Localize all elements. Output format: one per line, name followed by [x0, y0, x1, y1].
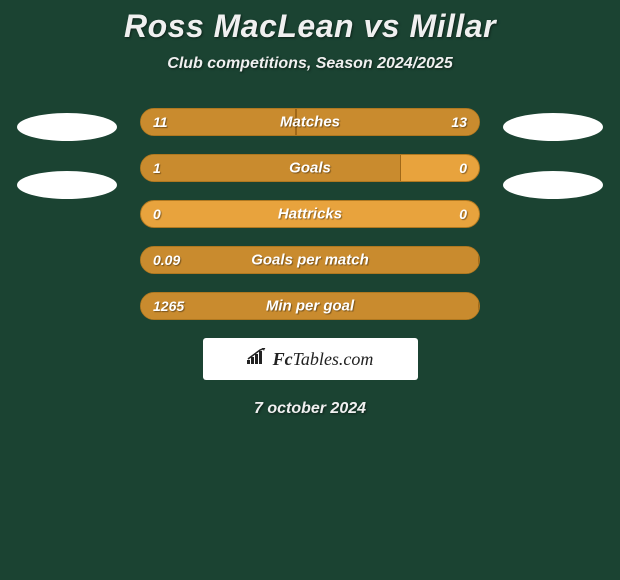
stat-bar: 1 Goals 0 [140, 154, 480, 182]
stat-value-right: 13 [451, 114, 467, 130]
stat-label: Goals per match [251, 252, 369, 269]
comparison-widget: Ross MacLean vs Millar Club competitions… [0, 0, 620, 418]
stat-label: Matches [280, 114, 340, 131]
stat-value-right: 0 [459, 160, 467, 176]
subtitle: Club competitions, Season 2024/2025 [0, 55, 620, 73]
logo-text-light: Tables.com [293, 349, 374, 369]
stat-value-left: 0.09 [153, 252, 180, 268]
stat-value-left: 1 [153, 160, 161, 176]
page-title: Ross MacLean vs Millar [0, 8, 620, 45]
stat-value-left: 0 [153, 206, 161, 222]
stat-bar: 0 Hattricks 0 [140, 200, 480, 228]
avatar-player1 [17, 113, 117, 141]
logo-text: FcTables.com [273, 349, 374, 370]
avatar-team2 [503, 171, 603, 199]
left-avatars [12, 108, 122, 199]
stat-bar: 0.09 Goals per match [140, 246, 480, 274]
stat-label: Min per goal [266, 298, 354, 315]
stat-label: Hattricks [278, 206, 342, 223]
avatar-team1 [17, 171, 117, 199]
chart-icon [247, 348, 269, 371]
stat-value-right: 0 [459, 206, 467, 222]
right-avatars [498, 108, 608, 199]
site-logo[interactable]: FcTables.com [203, 338, 418, 380]
date-label: 7 october 2024 [0, 400, 620, 418]
stat-value-left: 11 [153, 114, 168, 130]
avatar-player2 [503, 113, 603, 141]
stat-bar: 11 Matches 13 [140, 108, 480, 136]
stat-bars: 11 Matches 13 1 Goals 0 0 Hattricks 0 0.09 Goals p… [140, 108, 480, 320]
stat-value-left: 1265 [153, 298, 184, 314]
logo-text-bold: Fc [273, 349, 293, 369]
main-row: 11 Matches 13 1 Goals 0 0 Hattricks 0 0.09 Goals p… [0, 108, 620, 320]
bar-fill-left [141, 155, 401, 181]
stat-bar: 1265 Min per goal [140, 292, 480, 320]
stat-label: Goals [289, 160, 331, 177]
